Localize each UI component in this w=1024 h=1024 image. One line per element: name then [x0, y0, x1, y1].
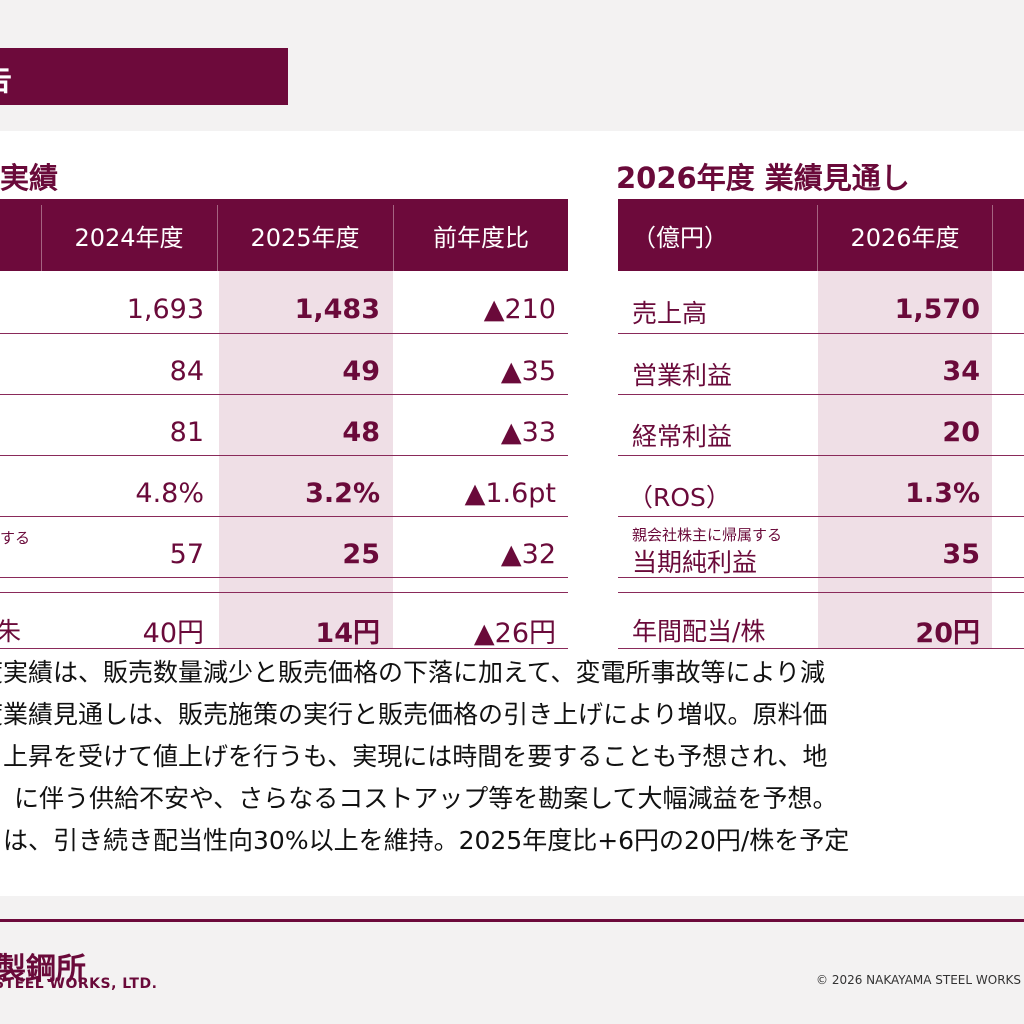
results-row-label: 朱: [0, 617, 22, 646]
highlight-column-2025: [219, 271, 393, 649]
row-divider: [618, 394, 1024, 395]
results-title: 実績: [0, 161, 59, 195]
copyright-text: © 2026 NAKAYAMA STEEL WORKS: [816, 973, 1022, 987]
row-divider: [618, 577, 1024, 578]
forecast-row-label: 営業利益: [632, 361, 733, 390]
note-line: 度業績見通しは、販売施策の実行と販売価格の引き上げにより増収。原料価: [0, 700, 828, 729]
results-cell-2025: 25: [342, 538, 380, 570]
forecast-cell-2026: 20円: [915, 617, 980, 649]
section-header-title: 告: [0, 55, 12, 99]
forecast-row-sublabel: 親会社株主に帰属する: [632, 526, 783, 544]
note-line: 当は、引き続き配当性向30%以上を維持。2025年度比+6円の20円/株を予定: [0, 826, 850, 855]
header-divider: [817, 205, 818, 271]
header-divider: [217, 205, 218, 271]
row-divider: [618, 333, 1024, 334]
results-cell-diff: ▲35: [500, 355, 556, 387]
footer-rule: [0, 919, 1024, 922]
row-divider: [0, 648, 568, 649]
row-divider: [0, 333, 568, 334]
results-cell-2024: 4.8%: [135, 477, 204, 509]
row-divider: [618, 455, 1024, 456]
results-cell-diff: ▲33: [500, 416, 556, 448]
row-divider: [618, 648, 1024, 649]
forecast-row-label: 年間配当/株: [632, 617, 766, 646]
results-cell-diff: ▲32: [500, 538, 556, 570]
row-divider: [0, 577, 568, 578]
results-col-2024: 2024年度: [42, 199, 216, 271]
row-divider: [0, 592, 568, 593]
section-header-band: 告: [0, 48, 288, 105]
forecast-row-label: 売上高: [632, 299, 708, 328]
note-line: 度実績は、販売数量減少と販売価格の下落に加えて、変電所事故等により減: [0, 658, 826, 687]
forecast-col-2026: 2026年度: [818, 199, 992, 271]
results-cell-2024: 81: [169, 416, 204, 448]
note-line: に伴う供給不安や、さらなるコストアップ等を勘案して大幅減益を予想。: [14, 784, 838, 813]
note-line: り上昇を受けて値上げを行うも、実現には時間を要することも予想され、地: [0, 742, 828, 771]
results-cell-2025: 1,483: [294, 293, 380, 325]
highlight-column-2026: [818, 271, 992, 649]
results-cell-2024: 40円: [142, 617, 204, 649]
forecast-cell-2026: 35: [942, 538, 980, 570]
results-cell-diff: ▲1.6pt: [464, 477, 556, 509]
results-col-diff: 前年度比: [394, 199, 568, 271]
header-divider: [992, 205, 993, 271]
row-divider: [0, 516, 568, 517]
results-row-label: する: [0, 529, 31, 547]
commentary-notes: 度実績は、販売数量減少と販売価格の下落に加えて、変電所事故等により減 度業績見通…: [0, 652, 1024, 862]
company-logo: 山製鋼所: [0, 952, 86, 987]
results-cell-2024: 1,693: [126, 293, 204, 325]
header-divider: [41, 205, 42, 271]
header-divider: [393, 205, 394, 271]
results-cell-2024: 57: [169, 538, 204, 570]
row-divider: [0, 394, 568, 395]
results-cell-diff: ▲26円: [473, 617, 556, 649]
forecast-cell-2026: 1.3%: [905, 477, 980, 509]
forecast-cell-2026: 34: [942, 355, 980, 387]
forecast-cell-2026: 1,570: [894, 293, 980, 325]
results-cell-2025: 14円: [315, 617, 380, 649]
results-cell-2025: 48: [342, 416, 380, 448]
forecast-row-label: 経常利益: [632, 422, 733, 451]
forecast-row-label: （ROS）: [628, 483, 731, 512]
row-divider: [0, 455, 568, 456]
results-cell-2024: 84: [169, 355, 204, 387]
forecast-title: 2026年度 業績見通し: [616, 161, 910, 195]
results-cell-2025: 49: [342, 355, 380, 387]
results-cell-2025: 3.2%: [305, 477, 380, 509]
forecast-col-unit: （億円）: [618, 199, 818, 271]
results-col-2025: 2025年度: [218, 199, 392, 271]
results-cell-diff: ▲210: [483, 293, 556, 325]
forecast-row-label: 当期純利益: [632, 548, 758, 577]
row-divider: [618, 592, 1024, 593]
company-logo-subtitle: STEEL WORKS, LTD.: [0, 976, 158, 992]
row-divider: [618, 516, 1024, 517]
forecast-cell-2026: 20: [942, 416, 980, 448]
